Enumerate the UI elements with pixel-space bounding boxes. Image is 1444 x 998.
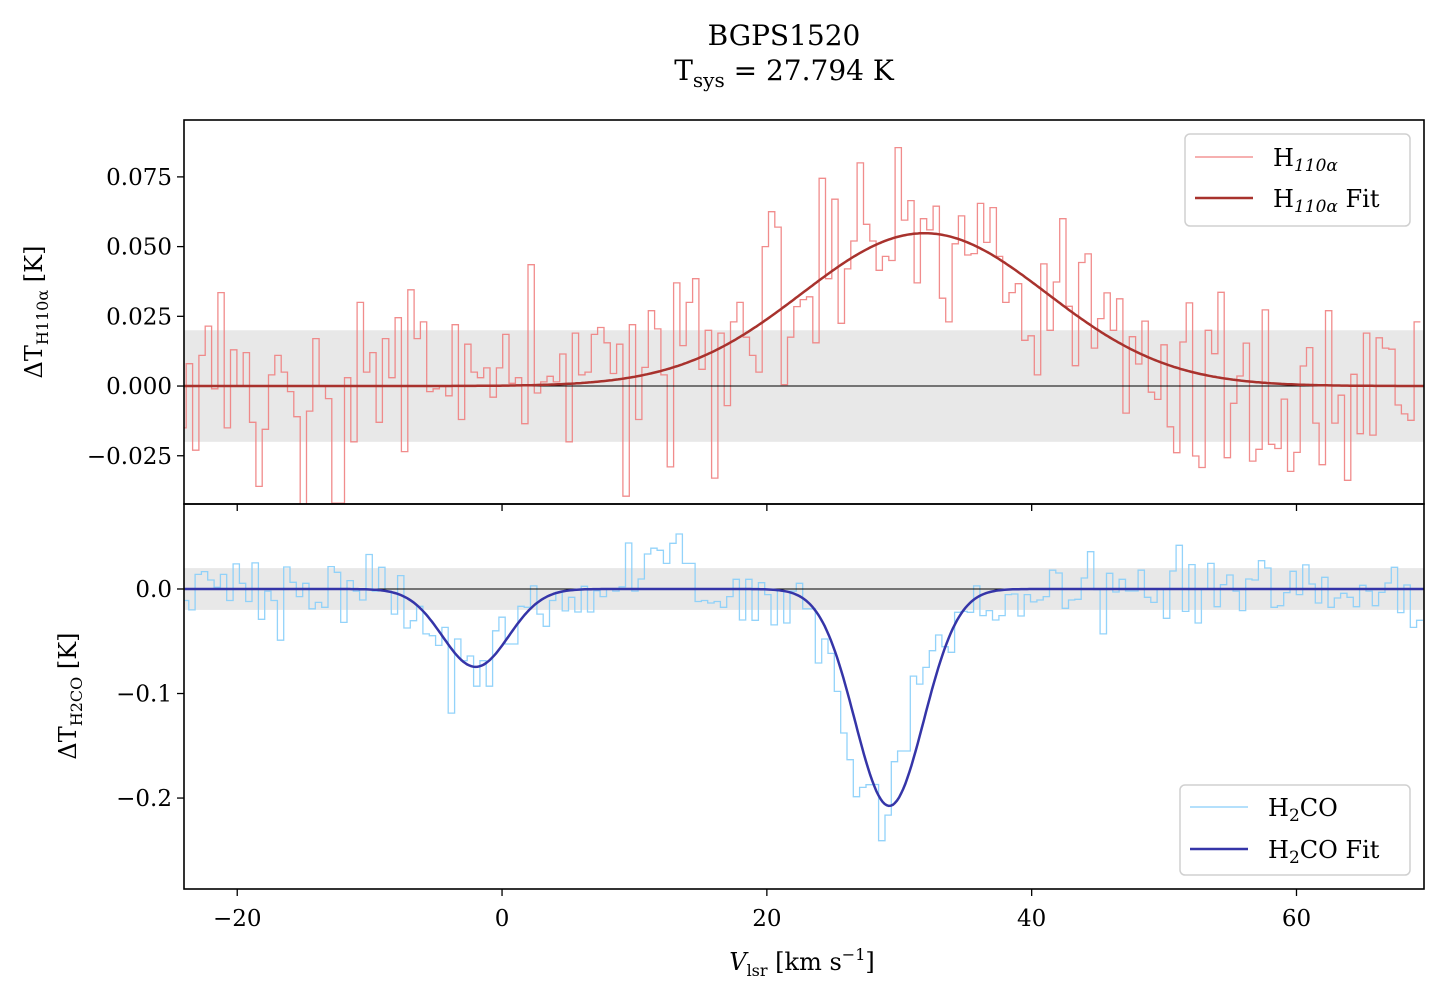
legend-h110a-main: H [1273,144,1294,172]
x-tick-label: 60 [1282,906,1311,932]
bottom-y-tick-label: −0.2 [116,786,172,812]
x-tick-label: 0 [495,906,510,932]
legend-label-h110a-fit: H110α Fit [1273,185,1380,217]
xlabel-main: V [729,948,749,976]
chart-title: BGPS1520 [708,19,861,52]
bottom-panel: 0.0−0.1−0.2−20 0 20 40 60 ΔTH2CO [K] Vlsr [k… [54,503,1425,980]
x-tick-label: −20 [213,906,262,932]
legend-label-h110a: H110α [1273,144,1338,176]
legend-h2co-rest: CO [1300,794,1338,822]
top-ylabel-rest: [K] [20,246,48,290]
bottom-ylabel-sub: H2CO [67,677,86,727]
top-y-tick-label: 0.075 [106,165,172,191]
legend-h110a-fit-sub: 110α [1294,197,1338,217]
top-legend: H110α H110α Fit [1184,133,1411,227]
legend-h2co-fit-sub: 2 [1289,848,1300,868]
top-ylabel-main: ΔT [20,345,48,378]
top-data-series-h110- [184,146,1421,504]
bottom-y-axis-label: ΔTH2CO [K] [54,632,86,759]
top-y-tick-label: 0.000 [106,374,172,400]
legend-label-h2co: H2CO [1268,794,1338,826]
chart-subtitle: Tsys = 27.794 K [674,54,895,92]
legend-h110a-fit-main: H [1273,185,1294,213]
legend-h2co-fit-rest: CO Fit [1300,836,1380,864]
x-axis-label: Vlsr [km s−1] [729,945,875,980]
xlabel-end: ] [865,948,874,976]
x-tick-label: 20 [752,906,781,932]
top-y-axis-label: ΔTH110α [K] [20,246,52,379]
bottom-ylabel-rest: [K] [54,632,82,676]
legend-h110a-sub: 110α [1294,156,1338,176]
subtitle-rest: = 27.794 K [725,54,895,87]
legend-h2co-fit-main: H [1268,836,1289,864]
bottom-y-tick-label: 0.0 [135,577,172,603]
legend-label-h2co-fit: H2CO Fit [1268,836,1380,868]
legend-h2co-main: H [1268,794,1289,822]
bottom-ylabel-main: ΔT [54,726,82,759]
top-fit-curve [184,231,1424,388]
subtitle-sub: sys [693,68,725,92]
xlabel-sub: lsr [747,961,768,980]
top-ylabel-sub: H110α [33,290,52,345]
x-tick-label: 40 [1017,906,1046,932]
top-y-tick-label: 0.025 [106,304,172,330]
bottom-legend: H2CO H2CO Fit [1179,784,1411,876]
top-y-tick-label: 0.050 [106,235,172,261]
bottom-y-tick-label: −0.1 [116,682,172,708]
bottom-fit-curve [184,587,1424,808]
subtitle-main: T [674,54,693,87]
bottom-axes-frame [183,503,1425,890]
legend-h2co-sub: 2 [1289,806,1300,826]
legend-h110a-fit-rest: Fit [1338,185,1380,213]
top-y-tick-label: −0.025 [87,444,172,470]
xlabel-sup: −1 [842,945,866,964]
xlabel-rest: [km s [768,948,842,976]
